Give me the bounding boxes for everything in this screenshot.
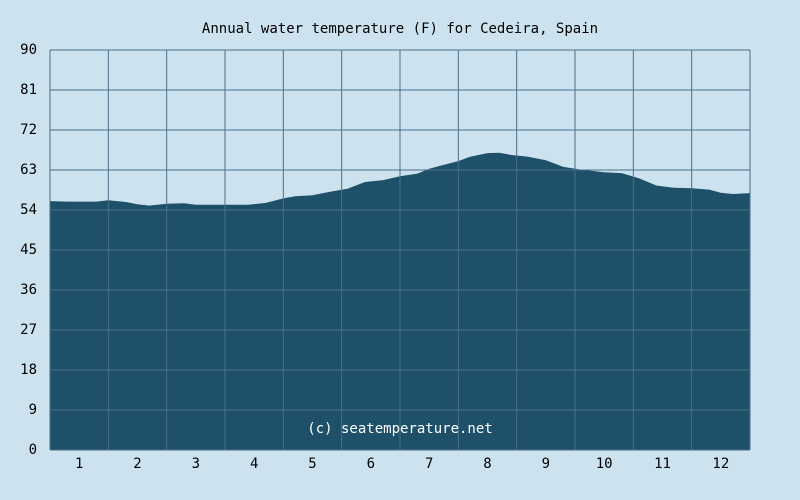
plot-area	[49, 49, 751, 451]
x-tick-label: 12	[712, 456, 729, 472]
x-tick-label: 6	[367, 456, 375, 472]
y-tick-label: 27	[20, 322, 37, 338]
y-tick-label: 0	[29, 442, 37, 458]
x-tick-label: 3	[192, 456, 200, 472]
y-tick-label: 90	[20, 42, 37, 58]
x-tick-label: 8	[483, 456, 491, 472]
y-tick-label: 81	[20, 82, 37, 98]
x-tick-label: 4	[250, 456, 258, 472]
y-tick-label: 36	[20, 282, 37, 298]
x-tick-label: 7	[425, 456, 433, 472]
y-tick-label: 63	[20, 162, 37, 178]
y-tick-label: 72	[20, 122, 37, 138]
x-tick-label: 10	[596, 456, 613, 472]
x-tick-label: 1	[75, 456, 83, 472]
x-tick-label: 11	[654, 456, 671, 472]
x-tick-label: 5	[308, 456, 316, 472]
chart-title: Annual water temperature (F) for Cedeira…	[202, 21, 598, 37]
x-tick-label: 2	[133, 456, 141, 472]
y-tick-label: 9	[29, 402, 37, 418]
y-tick-label: 18	[20, 362, 37, 378]
y-tick-label: 45	[20, 242, 37, 258]
y-tick-label: 54	[20, 202, 37, 218]
x-tick-label: 9	[542, 456, 550, 472]
chart-credit: (c) seatemperature.net	[307, 421, 492, 437]
